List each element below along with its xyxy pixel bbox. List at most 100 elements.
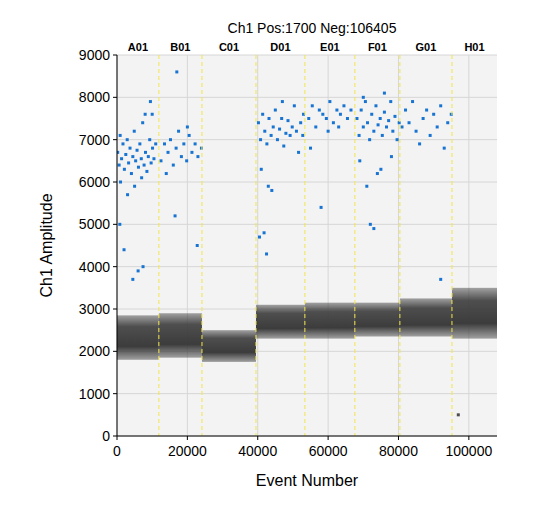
well-label: G01 <box>416 41 437 53</box>
point <box>439 104 442 107</box>
point <box>147 155 150 158</box>
point <box>332 121 335 124</box>
point <box>143 164 146 167</box>
point <box>121 142 124 145</box>
point <box>175 70 178 73</box>
point <box>339 113 342 116</box>
point <box>144 113 147 116</box>
point <box>335 109 338 112</box>
point <box>391 130 394 133</box>
grid-line <box>117 97 497 98</box>
tick <box>468 436 469 440</box>
point <box>152 157 155 160</box>
point <box>167 151 170 154</box>
point <box>376 172 379 175</box>
negative-band <box>202 330 256 362</box>
point <box>133 185 136 188</box>
point <box>337 125 340 128</box>
grid-line <box>117 139 497 140</box>
x-tick-label: 60000 <box>309 443 348 459</box>
y-axis-label: Ch1 Amplitude <box>38 193 55 297</box>
point <box>436 125 439 128</box>
point <box>267 185 270 188</box>
point <box>370 113 373 116</box>
point <box>261 113 264 116</box>
point <box>355 117 358 120</box>
grid-line <box>257 55 258 436</box>
x-tick-label: 100000 <box>445 443 492 459</box>
point <box>374 104 377 107</box>
point <box>299 121 302 124</box>
grid-line <box>117 55 118 436</box>
point <box>268 117 271 120</box>
point <box>118 164 121 167</box>
grid-line <box>328 55 329 436</box>
point <box>190 151 193 154</box>
point <box>151 113 154 116</box>
negative-band <box>256 305 305 339</box>
point <box>297 151 300 154</box>
point <box>358 159 361 162</box>
point <box>320 206 323 209</box>
point <box>280 117 283 120</box>
chart: 0100020003000400050006000700080009000020… <box>0 0 556 520</box>
well-separator <box>201 55 202 436</box>
point <box>174 214 177 217</box>
y-tick-label: 7000 <box>79 132 110 148</box>
x-axis-label: Event Number <box>256 472 359 489</box>
point <box>295 130 298 133</box>
point <box>411 100 414 103</box>
negative-band <box>117 315 159 359</box>
point <box>196 155 199 158</box>
point <box>177 130 180 133</box>
tick <box>113 55 117 56</box>
well-label: B01 <box>170 41 190 53</box>
point <box>149 100 152 103</box>
point <box>144 151 147 154</box>
tick <box>187 436 188 440</box>
point <box>443 147 446 150</box>
negative-band <box>159 313 202 357</box>
grid-line <box>117 266 497 267</box>
point <box>272 125 275 128</box>
point <box>130 172 133 175</box>
point <box>293 104 296 107</box>
point <box>291 125 294 128</box>
y-tick-label: 9000 <box>79 47 110 63</box>
point <box>439 278 442 281</box>
point <box>418 142 421 145</box>
point <box>368 138 371 141</box>
tick <box>328 436 329 440</box>
point <box>257 121 260 124</box>
point <box>289 134 292 137</box>
point <box>129 147 132 150</box>
point <box>314 125 317 128</box>
point <box>328 100 331 103</box>
point <box>383 111 386 114</box>
point <box>389 100 392 103</box>
point <box>175 147 178 150</box>
point <box>309 147 312 150</box>
point <box>260 168 263 171</box>
tick <box>113 351 117 352</box>
y-tick-label: 4000 <box>79 259 110 275</box>
tick <box>257 436 258 440</box>
well-separator <box>255 55 256 436</box>
point <box>425 109 428 112</box>
well-separator <box>354 55 355 436</box>
point <box>287 119 290 122</box>
grid-line <box>117 436 497 437</box>
point <box>396 138 399 141</box>
point <box>140 176 143 179</box>
point <box>200 147 203 150</box>
point <box>185 159 188 162</box>
well-separator <box>304 55 305 436</box>
negative-band <box>400 298 452 336</box>
point <box>142 265 145 268</box>
point <box>362 125 365 128</box>
y-axis <box>117 55 118 436</box>
y-tick-label: 2000 <box>79 343 110 359</box>
point <box>126 193 129 196</box>
y-tick-label: 5000 <box>79 216 110 232</box>
point <box>180 155 183 158</box>
